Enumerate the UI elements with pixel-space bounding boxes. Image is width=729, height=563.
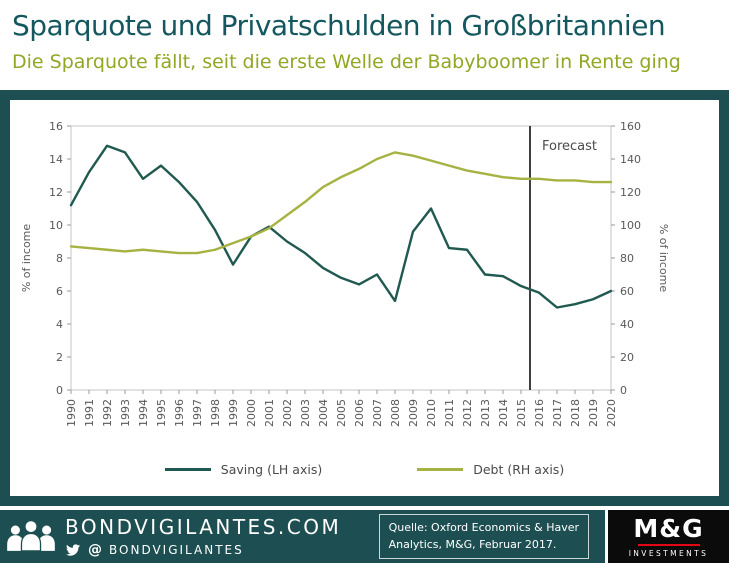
svg-text:20: 20 [620,351,634,364]
svg-text:140: 140 [620,153,641,166]
svg-text:80: 80 [620,252,634,265]
svg-text:2003: 2003 [299,399,312,427]
source-line-2: Analytics, M&G, Februar 2017. [388,537,557,551]
legend-item: Saving (LH axis) [164,461,323,477]
slide-footer: BONDVIGILANTES.COM @ BONDVIGILANTES Quel… [0,506,729,563]
svg-text:120: 120 [620,186,641,199]
svg-text:0: 0 [56,384,63,397]
twitter-bird-icon [66,544,80,556]
svg-text:2: 2 [56,351,63,364]
svg-text:2013: 2013 [479,399,492,427]
svg-text:2004: 2004 [317,399,330,427]
svg-text:12: 12 [49,186,63,199]
svg-text:1992: 1992 [101,399,114,427]
svg-text:1994: 1994 [137,399,150,427]
source-box: Quelle: Oxford Economics & Haver Analyti… [378,514,589,559]
svg-text:2007: 2007 [371,399,384,427]
svg-text:14: 14 [49,153,63,166]
svg-text:8: 8 [56,252,63,265]
svg-text:1990: 1990 [65,399,78,427]
slide-header: Sparquote und Privatschulden in Großbrit… [0,0,729,90]
svg-text:2006: 2006 [353,399,366,427]
chart-legend: Saving (LH axis) Debt (RH axis) [11,450,718,488]
svg-text:16: 16 [49,120,63,133]
page-subtitle: Die Sparquote fällt, seit die erste Well… [12,51,681,74]
svg-text:% of income: % of income [657,224,670,293]
mg-red-rule [637,543,700,546]
mg-investments-label: INVESTMENTS [628,548,709,558]
svg-text:1997: 1997 [191,399,204,427]
svg-text:1996: 1996 [173,399,186,427]
svg-text:% of income: % of income [20,224,33,293]
svg-text:2018: 2018 [569,399,582,427]
svg-text:2016: 2016 [533,399,546,427]
svg-text:1995: 1995 [155,399,168,427]
svg-text:2011: 2011 [443,399,456,427]
legend-label: Saving (LH axis) [220,461,323,477]
svg-text:2015: 2015 [515,399,528,427]
legend-swatch [164,467,211,471]
page-title: Sparquote und Privatschulden in Großbrit… [12,9,666,42]
svg-text:1998: 1998 [209,399,222,427]
brand-name: BONDVIGILANTES.COM [65,515,342,539]
svg-text:0: 0 [620,384,627,397]
legend-item: Debt (RH axis) [417,462,564,477]
mg-logo: M&G INVESTMENTS [605,510,729,563]
at-icon: @ [88,542,102,558]
svg-text:2005: 2005 [335,399,348,427]
svg-text:60: 60 [620,285,634,298]
svg-text:2020: 2020 [605,399,618,427]
svg-text:2012: 2012 [461,399,474,427]
svg-text:2017: 2017 [551,399,564,427]
svg-text:Forecast: Forecast [542,139,597,154]
svg-text:40: 40 [620,318,634,331]
svg-text:2008: 2008 [389,399,402,427]
svg-text:2010: 2010 [425,399,438,427]
svg-text:1993: 1993 [119,399,132,427]
svg-text:1991: 1991 [83,399,96,427]
svg-text:4: 4 [56,318,63,331]
svg-text:1999: 1999 [227,399,240,427]
svg-text:2002: 2002 [281,399,294,427]
mg-logo-text: M&G [633,513,704,543]
svg-text:10: 10 [49,219,63,232]
svg-text:2019: 2019 [587,399,600,427]
source-line-1: Quelle: Oxford Economics & Haver [388,521,579,534]
brand-block: BONDVIGILANTES.COM @ BONDVIGILANTES [65,515,341,558]
people-icon [7,520,55,552]
svg-text:160: 160 [620,120,641,133]
legend-label: Debt (RH axis) [473,461,565,477]
svg-text:6: 6 [56,285,63,298]
legend-swatch [417,467,464,471]
svg-text:2009: 2009 [407,399,420,427]
svg-text:100: 100 [620,219,641,232]
svg-text:2000: 2000 [245,399,258,427]
svg-text:2001: 2001 [263,399,276,427]
chart-region: 0 2 4 6 8 10 12 14 16 0 20 40 60 80 100 120 140 160 1990 19… [0,90,729,506]
twitter-row: @ BONDVIGILANTES [65,542,341,558]
twitter-handle: BONDVIGILANTES [109,543,244,557]
chart-panel: 0 2 4 6 8 10 12 14 16 0 20 40 60 80 100 120 140 160 1990 19… [10,100,719,496]
svg-text:2014: 2014 [497,399,510,427]
